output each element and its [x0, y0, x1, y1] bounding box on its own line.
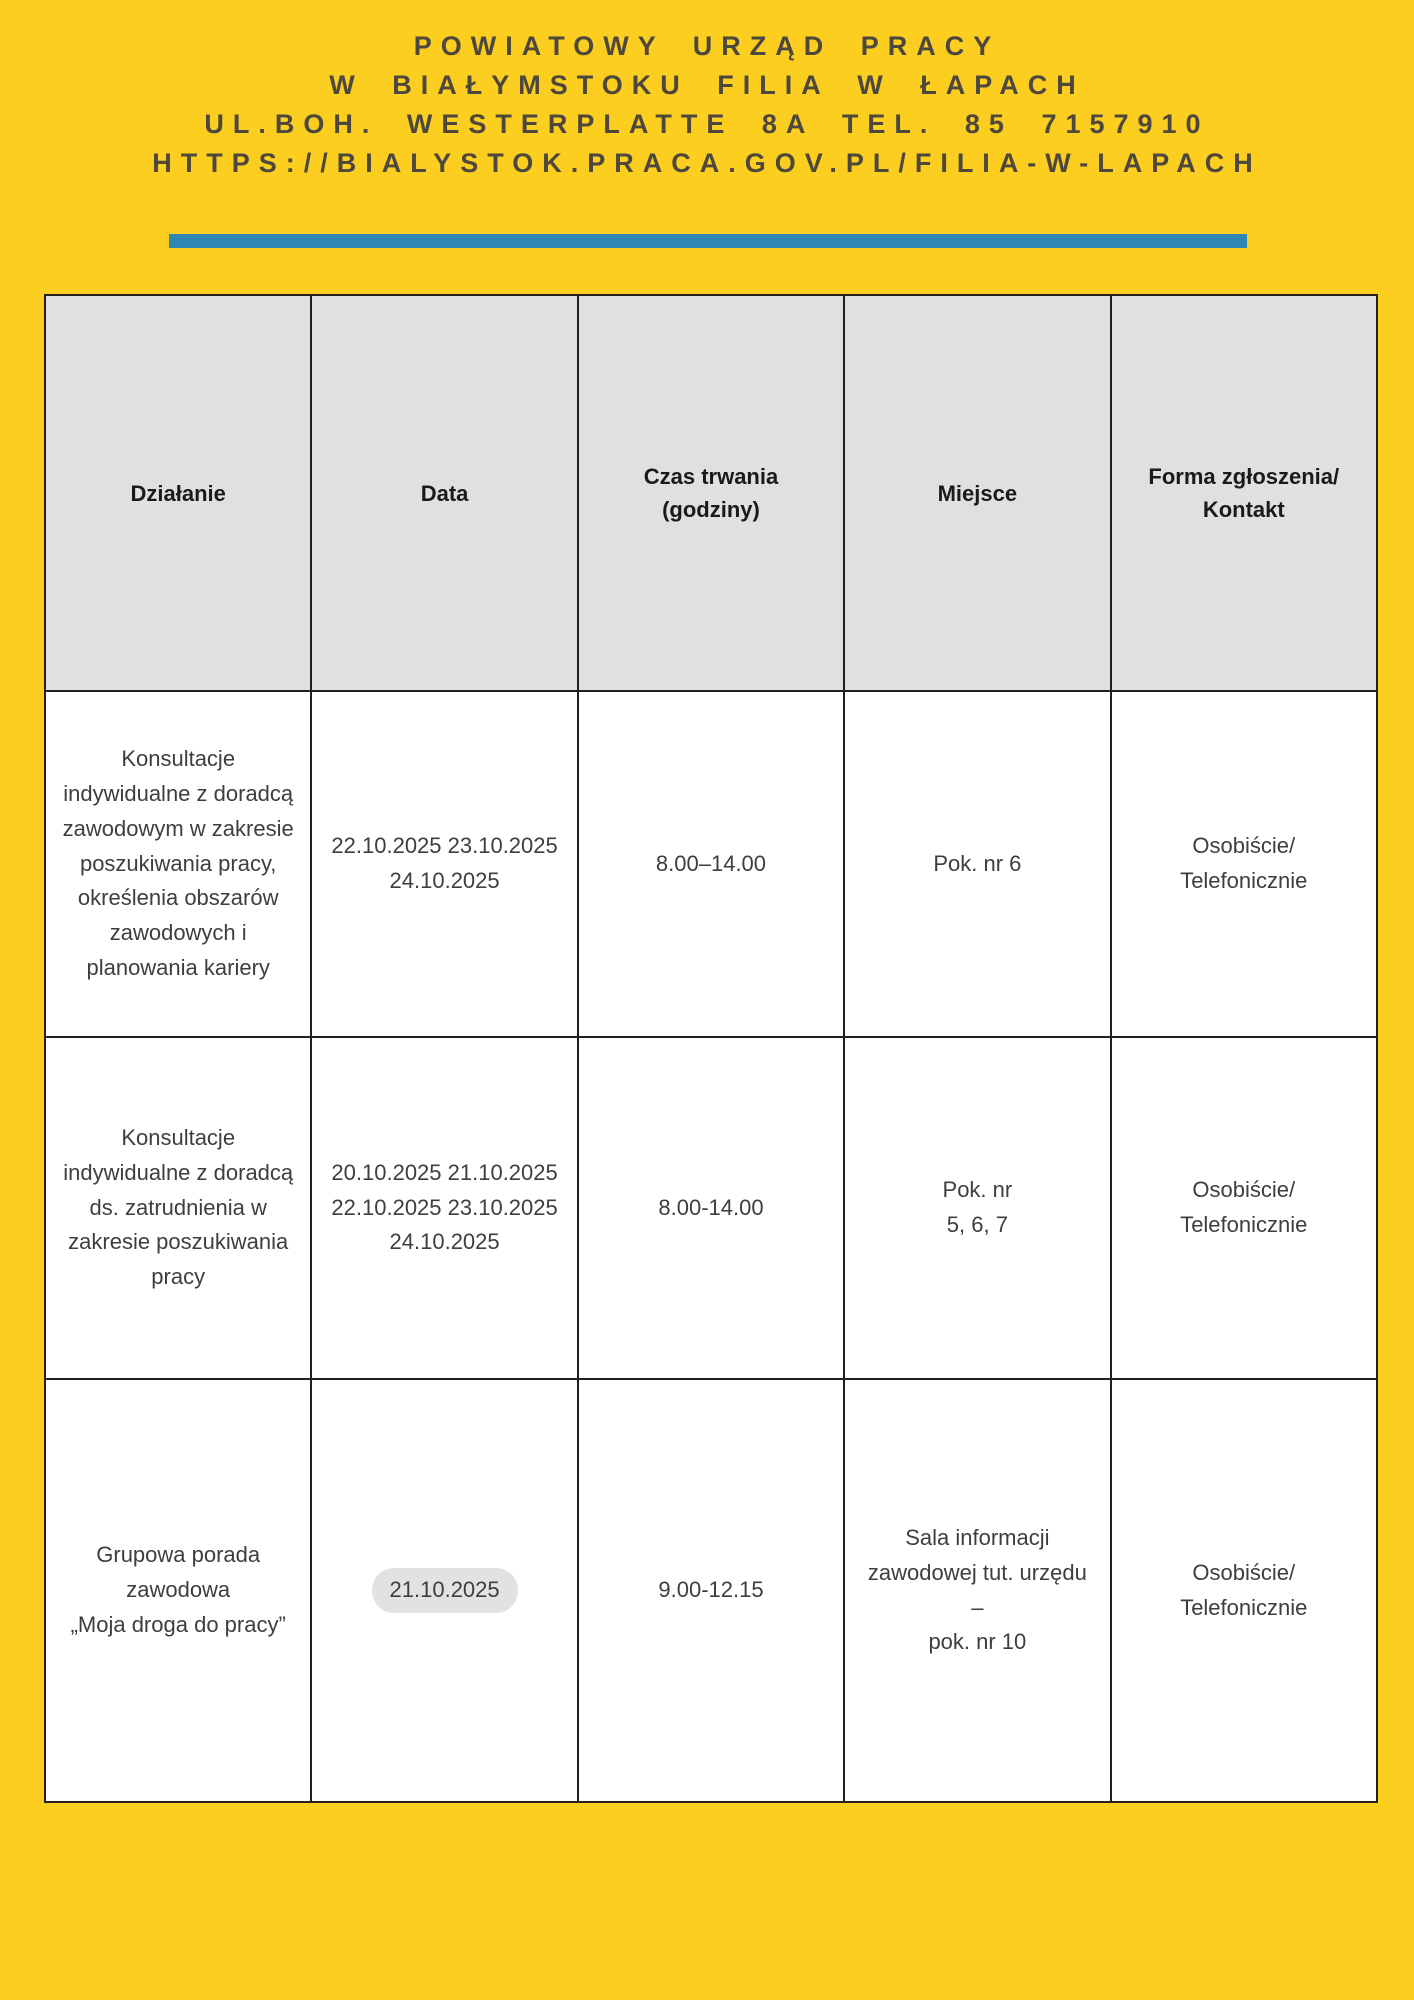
cell-contact: Osobiście/ Telefonicznie	[1109, 1036, 1379, 1380]
cell-place: Pok. nr 5, 6, 7	[843, 1036, 1112, 1380]
col-header-place: Miejsce	[843, 294, 1112, 692]
cell-date: 22.10.2025 23.10.2025 24.10.2025	[310, 690, 579, 1038]
header-line-address-phone: UL.BOH. WESTERPLATTE 8A TEL. 85 7157910	[204, 109, 1210, 139]
col-header-contact: Forma zgłoszenia/ Kontakt	[1109, 294, 1379, 692]
cell-date: 20.10.2025 21.10.2025 22.10.2025 23.10.2…	[310, 1036, 579, 1380]
cell-contact: Osobiście/ Telefonicznie	[1109, 690, 1379, 1038]
cell-duration: 8.00–14.00	[576, 690, 846, 1038]
cell-action: Konsultacje indywidualne z doradcą zawod…	[43, 690, 313, 1038]
cell-duration: 8.00-14.00	[576, 1036, 846, 1380]
header: POWIATOWY URZĄD PRACY W BIAŁYMSTOKU FILI…	[0, 27, 1414, 183]
col-header-date: Data	[310, 294, 579, 692]
col-header-action: Działanie	[43, 294, 313, 692]
table-header-row: Działanie Data Czas trwania (godziny) Mi…	[43, 294, 1379, 692]
schedule-table-container: Działanie Data Czas trwania (godziny) Mi…	[43, 294, 1379, 1803]
cell-place: Sala informacji zawodowej tut. urzędu – …	[843, 1378, 1112, 1803]
table-row: Konsultacje indywidualne z doradcą ds. z…	[43, 1036, 1379, 1380]
table-row: Grupowa porada zawodowa „Moja droga do p…	[43, 1378, 1379, 1803]
divider-bar	[169, 234, 1247, 248]
date-highlight: 21.10.2025	[371, 1568, 518, 1613]
header-line-branch: W BIAŁYMSTOKU FILIA W ŁAPACH	[329, 70, 1085, 100]
header-line-office-name: POWIATOWY URZĄD PRACY	[413, 31, 1001, 61]
cell-action: Konsultacje indywidualne z doradcą ds. z…	[43, 1036, 313, 1380]
header-line-website: HTTPS://BIALYSTOK.PRACA.GOV.PL/FILIA-W-L…	[152, 148, 1262, 178]
cell-place: Pok. nr 6	[843, 690, 1112, 1038]
schedule-table: Działanie Data Czas trwania (godziny) Mi…	[43, 294, 1379, 1803]
col-header-duration: Czas trwania (godziny)	[576, 294, 846, 692]
cell-date: 21.10.2025	[310, 1378, 579, 1803]
cell-duration: 9.00-12.15	[576, 1378, 846, 1803]
cell-action: Grupowa porada zawodowa „Moja droga do p…	[43, 1378, 313, 1803]
table-row: Konsultacje indywidualne z doradcą zawod…	[43, 690, 1379, 1038]
cell-contact: Osobiście/ Telefonicznie	[1109, 1378, 1379, 1803]
